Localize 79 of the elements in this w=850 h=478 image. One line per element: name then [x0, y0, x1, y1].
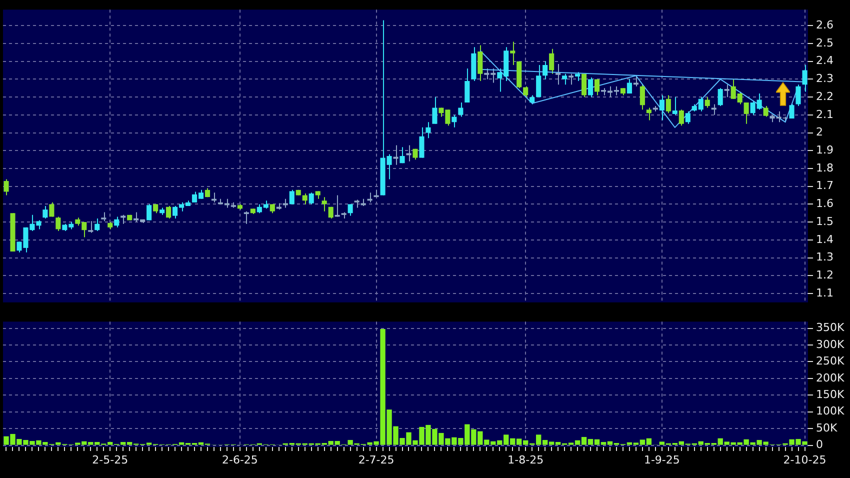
candlestick	[678, 109, 684, 126]
candlestick	[146, 204, 152, 221]
candlestick	[426, 122, 431, 139]
candlestick	[42, 205, 48, 219]
y-tick-label: 1.8	[816, 161, 834, 174]
candlestick	[88, 220, 94, 234]
candlestick	[458, 102, 464, 118]
candlestick	[718, 88, 723, 107]
x-tick-label: 1-9-25	[644, 453, 680, 466]
candlestick	[789, 104, 794, 120]
y-tick-label: 2.1	[816, 108, 834, 121]
candlestick	[588, 76, 594, 98]
candlestick	[763, 106, 768, 118]
candlestick	[302, 192, 308, 205]
x-tick-label: 2-5-25	[92, 453, 128, 466]
y-tick-label: 200K	[816, 371, 845, 384]
candlestick	[94, 218, 100, 232]
x-tick-label: 1-8-25	[508, 453, 544, 466]
y-tick-label: 1.9	[816, 144, 834, 157]
y-tick-label: 2.6	[816, 18, 834, 32]
y-tick-label: 1.3	[816, 250, 834, 264]
candlestick	[640, 84, 645, 110]
y-tick-label: 1.2	[816, 268, 834, 282]
candlestick	[464, 68, 470, 103]
candlestick	[244, 210, 249, 224]
candlestick	[562, 73, 568, 86]
y-tick-label: 50K	[816, 421, 838, 434]
x-tick-label: 2-10-25	[783, 453, 826, 466]
y-tick-label: 1.6	[816, 197, 834, 210]
candlestick	[568, 73, 574, 86]
candlestick	[594, 78, 600, 96]
x-tick-label: 2-6-25	[222, 453, 258, 466]
y-tick-label: 2.5	[816, 36, 834, 50]
candlestick	[348, 204, 353, 216]
candlestick	[478, 44, 483, 82]
candlestick	[289, 189, 294, 205]
y-tick-label: 1.7	[816, 179, 834, 192]
candlestick	[802, 64, 808, 92]
y-tick-label: 150K	[816, 388, 845, 402]
candlestick	[400, 146, 405, 164]
candlestick	[322, 196, 327, 212]
y-tick-label: 350K	[816, 321, 845, 334]
y-tick-label: 2.3	[816, 72, 834, 86]
y-tick-label: 2.2	[816, 90, 834, 103]
y-tick-label: 100K	[816, 404, 845, 418]
candlestick	[56, 216, 61, 232]
candlestick	[626, 78, 632, 94]
candlestick	[114, 216, 120, 228]
candlestick	[523, 86, 528, 98]
candlestick	[646, 107, 652, 121]
candlestick	[549, 48, 554, 74]
candlestick	[419, 126, 424, 158]
candlestick	[432, 96, 438, 124]
candlestick	[685, 110, 690, 124]
candlestick	[166, 205, 172, 219]
y-tick-label: 250K	[816, 354, 845, 368]
candlestick	[536, 64, 542, 98]
candlestick	[4, 178, 9, 196]
candlestick	[704, 96, 710, 108]
x-tick-label: 2-7-25	[358, 453, 394, 466]
y-tick-label: 1.5	[816, 214, 834, 228]
candlestick	[744, 102, 749, 124]
candlestick	[796, 84, 801, 107]
candlestick	[672, 96, 678, 116]
y-tick-label: 2	[816, 126, 823, 139]
candlestick	[49, 202, 54, 218]
candlestick	[542, 60, 548, 80]
candlestick	[659, 94, 664, 121]
candlestick	[452, 114, 457, 128]
y-tick-label: 300K	[816, 338, 845, 351]
y-tick-label: 0	[816, 438, 823, 452]
candlestick	[308, 192, 314, 205]
candlestick	[581, 73, 587, 98]
y-tick-label: 1.1	[816, 286, 834, 300]
y-tick-label: 1.4	[816, 232, 834, 246]
candlestick	[666, 94, 671, 114]
candlestick	[510, 41, 516, 66]
candlestick	[724, 84, 730, 98]
y-tick-label: 2.4	[816, 54, 834, 68]
